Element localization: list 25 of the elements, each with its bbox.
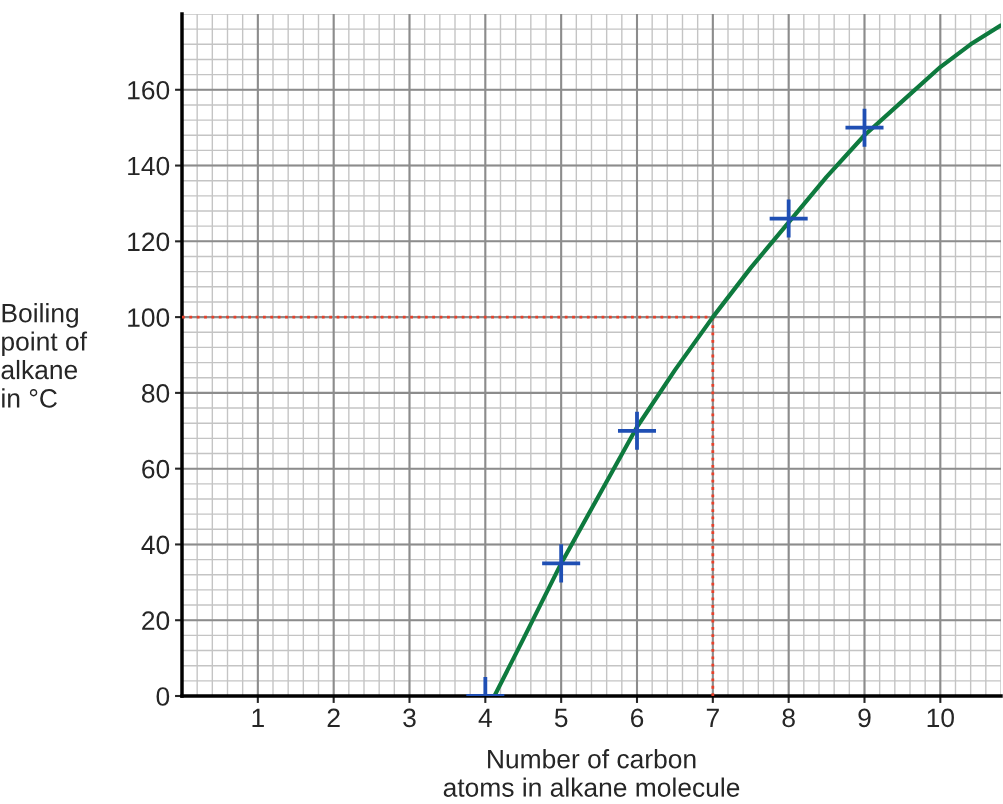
y-axis-title: Boiling point of alkane in °C [1, 303, 88, 408]
y-tick-label: 80 [141, 384, 170, 403]
y-tick-label: 20 [142, 611, 170, 631]
x-tick-label: 2 [327, 708, 340, 727]
y-tick-label: 0 [156, 687, 170, 706]
y-tick-label: 40 [141, 535, 170, 555]
x-tick-label: 10 [927, 708, 954, 728]
x-tick-label: 8 [782, 708, 795, 728]
x-tick-label: 7 [706, 708, 719, 727]
point [845, 108, 884, 147]
x-tick-label: 5 [554, 708, 568, 728]
x-tick-label: 4 [478, 708, 492, 727]
point [617, 411, 657, 450]
x-tick-label: 6 [631, 708, 644, 728]
x-tick-label: 3 [403, 708, 416, 728]
y-tick-label: 60 [142, 459, 170, 479]
x-axis-title: Number of carbon atoms in alkane molecule [443, 749, 740, 797]
point [542, 544, 581, 583]
point [769, 199, 808, 238]
x-tick-label: 9 [858, 708, 871, 728]
y-tick-label: 120 [128, 232, 170, 252]
x-tick-label: 1 [252, 708, 264, 727]
y-tick-label: 140 [128, 156, 170, 176]
y-tick-label: 100 [128, 308, 170, 327]
y-tick-label: 160 [128, 80, 170, 100]
